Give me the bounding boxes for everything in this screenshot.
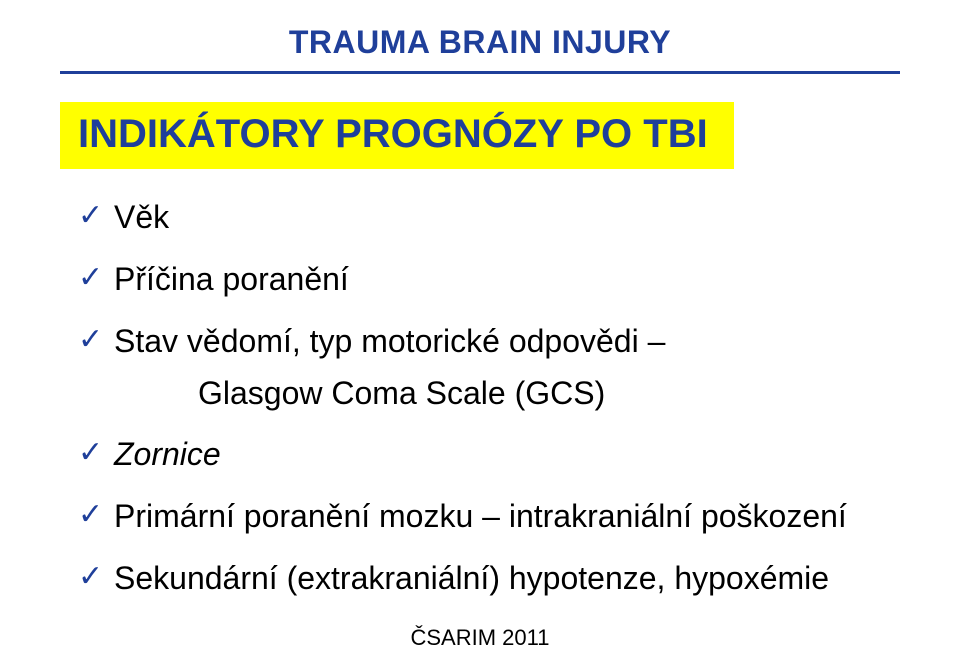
slide-header: TRAUMA BRAIN INJURY: [60, 24, 900, 61]
list-item-sub: Glasgow Coma Scale (GCS): [198, 375, 900, 412]
list-item-text: Příčina poranění: [114, 259, 900, 299]
header-word-1-first: T: [289, 24, 309, 60]
check-icon: ✓: [78, 496, 114, 530]
list-item-text: Zornice: [114, 434, 900, 474]
horizontal-rule: [60, 71, 900, 74]
slide-title: INDIKÁTORY PROGNÓZY PO TBI: [60, 102, 734, 169]
list-item: ✓ Příčina poranění: [78, 259, 900, 299]
header-word-2-first: B: [439, 24, 463, 60]
list-item-text: Primární poranění mozku – intrakraniální…: [114, 496, 900, 536]
header-word-1: TRAUMA: [289, 24, 439, 60]
check-icon: ✓: [78, 259, 114, 293]
header-word-1-rest: RAUMA: [309, 24, 429, 60]
list-item-text: Věk: [114, 197, 900, 237]
header-word-3-first: I: [552, 24, 561, 60]
header-word-3-rest: NJURY: [561, 24, 671, 60]
header-word-2-rest: RAIN: [462, 24, 542, 60]
list-item: ✓ Sekundární (extrakraniální) hypotenze,…: [78, 558, 900, 598]
list-item-text: Sekundární (extrakraniální) hypotenze, h…: [114, 558, 900, 598]
header-word-3: INJURY: [552, 24, 671, 60]
list-item: ✓ Stav vědomí, typ motorické odpovědi –: [78, 321, 900, 361]
list-item: ✓ Primární poranění mozku – intrakraniál…: [78, 496, 900, 536]
list-item: ✓ Věk: [78, 197, 900, 237]
slide-footer: ČSARIM 2011: [0, 625, 960, 651]
bullet-list: ✓ Věk ✓ Příčina poranění ✓ Stav vědomí, …: [60, 197, 900, 598]
slide: TRAUMA BRAIN INJURY INDIKÁTORY PROGNÓZY …: [0, 0, 960, 665]
header-word-2: BRAIN: [439, 24, 552, 60]
check-icon: ✓: [78, 434, 114, 468]
check-icon: ✓: [78, 321, 114, 355]
list-item-text: Stav vědomí, typ motorické odpovědi –: [114, 321, 900, 361]
list-item: ✓ Zornice: [78, 434, 900, 474]
check-icon: ✓: [78, 558, 114, 592]
check-icon: ✓: [78, 197, 114, 231]
